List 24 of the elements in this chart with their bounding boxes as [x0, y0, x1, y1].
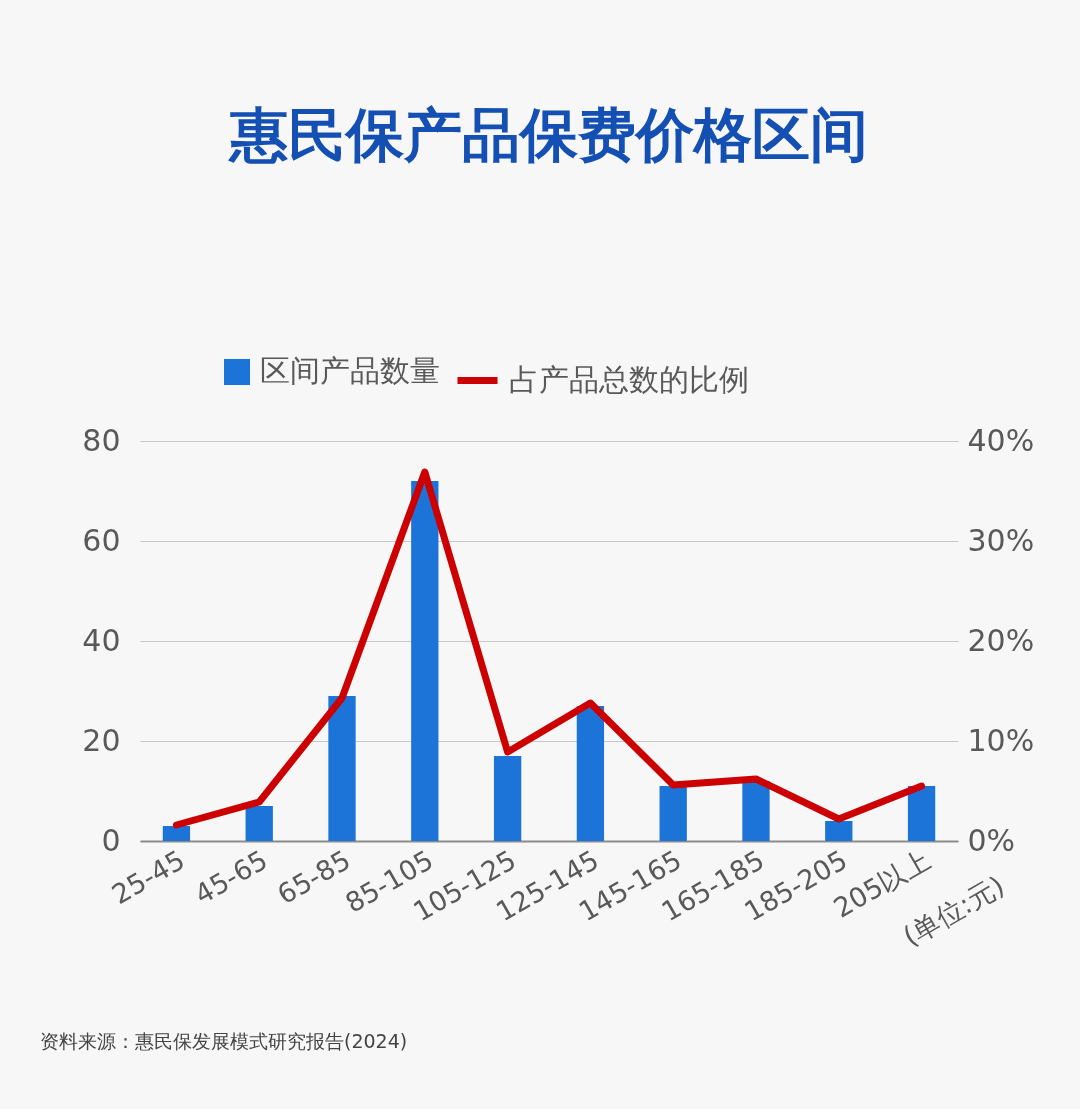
y-tick-label: 80 [82, 422, 121, 458]
y-tick-label: 0 [101, 822, 121, 858]
y2-tick-label: 10% [967, 722, 1035, 758]
legend-label: 区间产品数量 [260, 353, 440, 388]
y-tick-label: 60 [82, 522, 121, 558]
bar [245, 806, 273, 841]
bar [907, 786, 936, 841]
bar [411, 481, 439, 841]
y-tick-label: 40 [82, 622, 121, 658]
bar [493, 756, 522, 841]
bar [659, 786, 687, 841]
chart-title: 惠民保产品保费价格区间 [228, 101, 868, 169]
bar [742, 781, 770, 841]
y-tick-label: 20 [82, 722, 121, 758]
text: 资料来源：惠民保发展模式研究报告(2024) [40, 1030, 408, 1052]
y2-tick-label: 40% [967, 422, 1035, 458]
bar [825, 821, 853, 841]
y2-tick-label: 20% [967, 622, 1035, 658]
y2-tick-label: 30% [967, 522, 1035, 558]
bar [328, 696, 356, 841]
bar [162, 826, 191, 841]
y2-tick-label: 0% [967, 822, 1016, 858]
legend-label: 占产品总数的比例 [509, 361, 749, 397]
bar [576, 706, 605, 841]
